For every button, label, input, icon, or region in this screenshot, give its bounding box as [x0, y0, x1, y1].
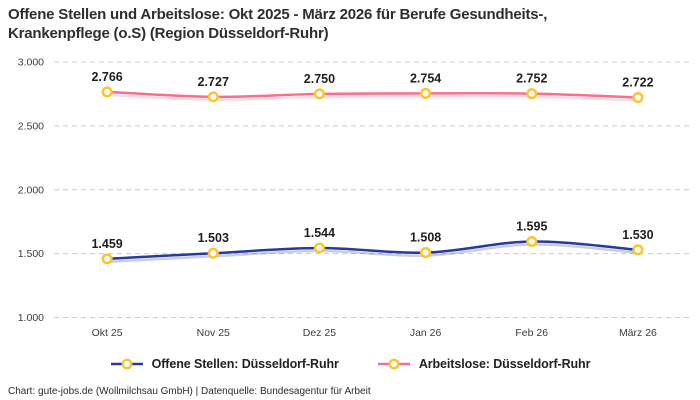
data-point-marker — [313, 88, 325, 100]
data-point-marker — [207, 248, 219, 260]
legend-swatch-marker — [121, 358, 133, 370]
legend-label-arbeitslose: Arbeitslose: Düsseldorf-Ruhr — [418, 357, 591, 372]
data-point-marker — [420, 247, 432, 259]
x-tick-label: März 26 — [619, 327, 657, 339]
data-point-label: 1.503 — [198, 232, 229, 246]
data-point-marker — [526, 236, 538, 248]
x-tick-label: Jan 26 — [410, 327, 442, 339]
y-tick-label: 1.500 — [18, 249, 44, 261]
legend-label-offene-stellen: Offene Stellen: Düsseldorf-Ruhr — [151, 357, 339, 372]
data-point-label: 1.508 — [410, 231, 441, 245]
chart-title-line2: Krankenpflege (o.S) (Region Düsseldorf-R… — [8, 25, 329, 43]
data-point-marker — [313, 242, 325, 254]
x-tick-label: Feb 26 — [515, 327, 548, 339]
chart-attribution: Chart: gute-jobs.de (Wollmilchsau GmbH) … — [8, 386, 371, 397]
data-point-marker — [632, 244, 644, 256]
y-tick-label: 1.000 — [18, 312, 44, 324]
chart-title: Offene Stellen und Arbeitslose: Okt 2025… — [0, 0, 700, 43]
data-point-marker — [526, 88, 538, 100]
series-line — [105, 240, 640, 261]
data-point-marker — [207, 91, 219, 103]
chart-title-line1: Offene Stellen und Arbeitslose: Okt 2025… — [8, 6, 548, 23]
y-tick-label: 2.000 — [18, 185, 44, 197]
data-point-label: 2.722 — [622, 76, 653, 90]
series-line-shadow — [107, 243, 639, 264]
x-tick-label: Okt 25 — [92, 327, 123, 339]
y-tick-label: 2.500 — [18, 121, 44, 133]
data-point-label: 1.595 — [516, 220, 547, 234]
data-point-label: 2.750 — [304, 72, 335, 86]
data-point-marker — [101, 253, 113, 265]
legend-item-offene-stellen: Offene Stellen: Düsseldorf-Ruhr — [110, 357, 339, 371]
data-point-label: 1.459 — [91, 237, 122, 251]
data-point-marker — [101, 86, 113, 98]
line-chart-svg: 3.000 2.500 2.000 1.500 1.000 Okt 25 Nov 25 Dez… — [18, 57, 691, 339]
x-tick-label: Dez 25 — [303, 327, 336, 339]
y-tick-label: 3.000 — [18, 57, 44, 69]
data-point-marker — [420, 88, 432, 100]
data-point-label: 2.766 — [91, 70, 122, 84]
data-point-label: 2.727 — [198, 75, 229, 89]
legend-swatch-arbeitslose — [377, 358, 410, 370]
data-point-label: 2.752 — [516, 72, 547, 86]
legend-swatch-offene-stellen — [110, 358, 143, 370]
data-point-label: 1.544 — [304, 226, 335, 240]
legend-swatch-marker — [388, 358, 400, 370]
series-line-shadow — [107, 94, 638, 103]
data-point-marker — [632, 92, 644, 104]
series-line — [105, 91, 640, 100]
chart-legend: Offene Stellen: Düsseldorf-Ruhr Arbeitsl… — [0, 357, 700, 371]
data-point-label: 1.530 — [622, 228, 653, 242]
data-point-label: 2.754 — [410, 72, 441, 86]
legend-item-arbeitslose: Arbeitslose: Düsseldorf-Ruhr — [377, 357, 591, 372]
x-tick-label: Nov 25 — [197, 327, 230, 339]
